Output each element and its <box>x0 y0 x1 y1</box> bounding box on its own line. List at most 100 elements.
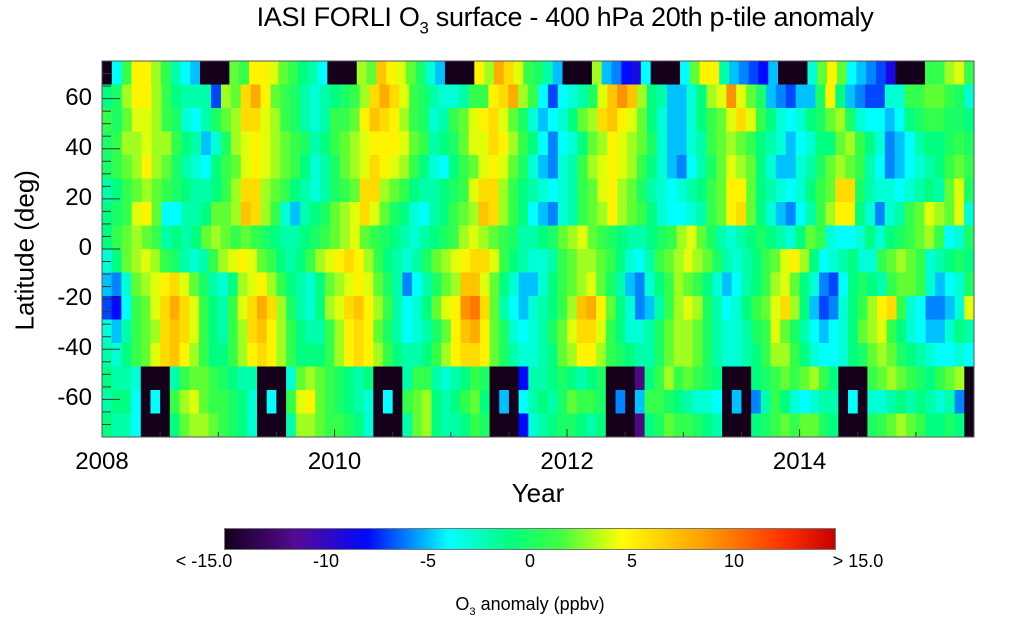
heatmap-cell <box>644 413 655 438</box>
heatmap-cell <box>647 225 658 250</box>
heatmap-cell <box>874 178 886 203</box>
heatmap-cell <box>799 366 810 391</box>
heatmap-cell <box>363 413 374 438</box>
heatmap-cell <box>454 61 465 85</box>
heatmap-cell <box>198 296 209 320</box>
heatmap-cell <box>389 108 400 132</box>
heatmap-cell <box>896 343 907 367</box>
heatmap-cell <box>736 155 747 179</box>
heatmap-cell <box>547 413 558 438</box>
y-tick-label: 0 <box>78 234 92 261</box>
heatmap-cell <box>240 178 252 203</box>
heatmap-cell <box>189 272 200 297</box>
heatmap-cell <box>181 202 192 226</box>
heatmap-cell <box>702 272 713 297</box>
heatmap-cell <box>576 319 587 344</box>
heatmap-cell <box>179 296 190 320</box>
heatmap-cell <box>508 84 519 109</box>
heatmap-cell <box>663 366 675 391</box>
heatmap-cell <box>935 249 946 273</box>
heatmap-cell <box>528 249 539 273</box>
heatmap-cell <box>746 108 757 132</box>
heatmap-cell <box>676 84 688 109</box>
heatmap-cell <box>825 225 836 250</box>
heatmap-cell <box>392 413 403 438</box>
heatmap-cell <box>181 131 192 156</box>
heatmap-cell <box>621 61 632 85</box>
heatmap-cell <box>488 225 499 250</box>
heatmap-cell <box>865 108 876 132</box>
heatmap-cell <box>597 108 608 132</box>
heatmap-cell <box>498 155 509 179</box>
heatmap-cell <box>344 366 355 391</box>
heatmap-cell <box>693 319 704 344</box>
heatmap-cell <box>924 131 935 156</box>
heatmap-cell <box>290 131 301 156</box>
heatmap-cell <box>258 61 269 85</box>
heatmap-cell <box>770 366 781 391</box>
heatmap-cell <box>359 225 370 250</box>
heatmap-cell <box>848 390 859 414</box>
heatmap-cell <box>825 155 836 179</box>
heatmap-cell <box>895 61 906 85</box>
heatmap-cell <box>470 272 481 297</box>
colorbar-tick-label: > 15.0 <box>832 551 884 571</box>
x-tick-label: 2010 <box>307 448 362 475</box>
heatmap-cell <box>402 366 413 391</box>
heatmap-cell <box>329 108 341 132</box>
heatmap-cell <box>250 131 261 156</box>
heatmap-cell <box>789 319 800 344</box>
heatmap-cell <box>825 202 836 226</box>
heatmap-cell <box>617 225 628 250</box>
heatmap-cell <box>503 61 514 85</box>
heatmap-cell <box>914 108 925 132</box>
heatmap-cell <box>944 272 956 297</box>
heatmap-cell <box>478 84 489 109</box>
heatmap-cell <box>441 390 452 414</box>
heatmap-cell <box>379 131 390 156</box>
heatmap-cell <box>934 84 945 109</box>
heatmap-cell <box>208 319 219 344</box>
heatmap-cell <box>676 202 688 226</box>
heatmap-cell <box>276 296 287 320</box>
heatmap-cell <box>896 413 907 438</box>
heatmap-cell <box>286 249 297 273</box>
heatmap-cell <box>874 84 886 109</box>
heatmap-cell <box>171 108 182 132</box>
heatmap-cell <box>382 249 394 273</box>
heatmap-cell <box>857 343 868 367</box>
heatmap-cell <box>855 202 866 226</box>
heatmap-cell <box>286 319 297 344</box>
heatmap-cell <box>770 390 781 414</box>
heatmap-cell <box>904 225 915 250</box>
heatmap-cell <box>964 61 975 85</box>
heatmap-cell <box>577 84 588 109</box>
heatmap-cell <box>290 108 301 132</box>
heatmap-cell <box>198 343 209 367</box>
heatmap-cell <box>894 202 906 226</box>
heatmap-cell <box>666 225 678 250</box>
heatmap-cell <box>547 390 558 414</box>
heatmap-cell <box>324 272 335 297</box>
heatmap-cell <box>874 202 886 226</box>
heatmap-cell <box>906 249 917 273</box>
heatmap-cell <box>518 249 529 273</box>
heatmap-cell <box>518 413 529 438</box>
heatmap-cell <box>266 296 277 320</box>
heatmap-cell <box>373 296 384 320</box>
heatmap-cell <box>722 343 733 367</box>
heatmap-cell <box>719 61 730 85</box>
heatmap-cell <box>438 225 450 250</box>
heatmap-cell <box>751 272 762 297</box>
heatmap-cell <box>809 272 820 297</box>
heatmap-cell <box>201 108 212 132</box>
heatmap-cell <box>738 61 750 85</box>
heatmap-cell <box>964 108 975 132</box>
heatmap-cell <box>189 390 200 414</box>
heatmap-cell <box>673 366 684 391</box>
heatmap-cell <box>363 319 374 344</box>
heatmap-cell <box>218 413 229 438</box>
heatmap-cell <box>884 155 896 179</box>
heatmap-cell <box>286 390 297 414</box>
heatmap-cell <box>818 366 830 391</box>
